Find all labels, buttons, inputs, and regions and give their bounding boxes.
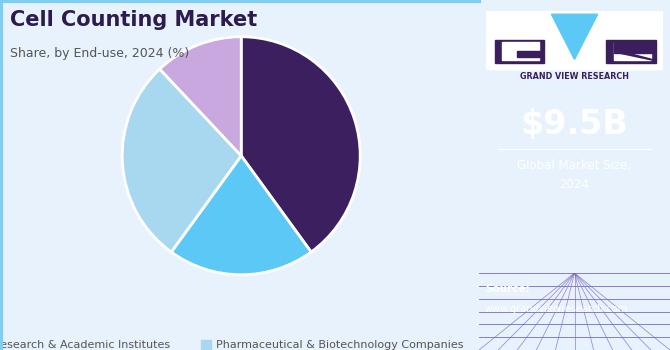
Polygon shape — [617, 52, 655, 60]
Text: Share, by End-use, 2024 (%): Share, by End-use, 2024 (%) — [10, 47, 190, 60]
Text: $9.5B: $9.5B — [521, 108, 628, 141]
Bar — [502, 42, 539, 60]
Bar — [494, 40, 544, 63]
Legend: Research & Academic Institutes, Hospitals & Diagnostic Laboratories, Pharmaceuti: Research & Academic Institutes, Hospital… — [0, 340, 464, 350]
Wedge shape — [172, 156, 311, 275]
Polygon shape — [551, 14, 598, 60]
Bar — [606, 40, 656, 63]
Bar — [614, 42, 651, 60]
Text: GRAND VIEW RESEARCH: GRAND VIEW RESEARCH — [520, 72, 629, 81]
Text: Source:: Source: — [485, 284, 529, 294]
Text: www.grandviewresearch.com: www.grandviewresearch.com — [485, 304, 628, 314]
Bar — [614, 41, 653, 52]
Bar — [517, 51, 543, 57]
Wedge shape — [122, 69, 241, 252]
Wedge shape — [241, 37, 360, 252]
Bar — [486, 10, 663, 69]
Wedge shape — [159, 37, 241, 156]
Text: Cell Counting Market: Cell Counting Market — [10, 10, 257, 30]
Text: Global Market Size,
2024: Global Market Size, 2024 — [517, 160, 632, 190]
